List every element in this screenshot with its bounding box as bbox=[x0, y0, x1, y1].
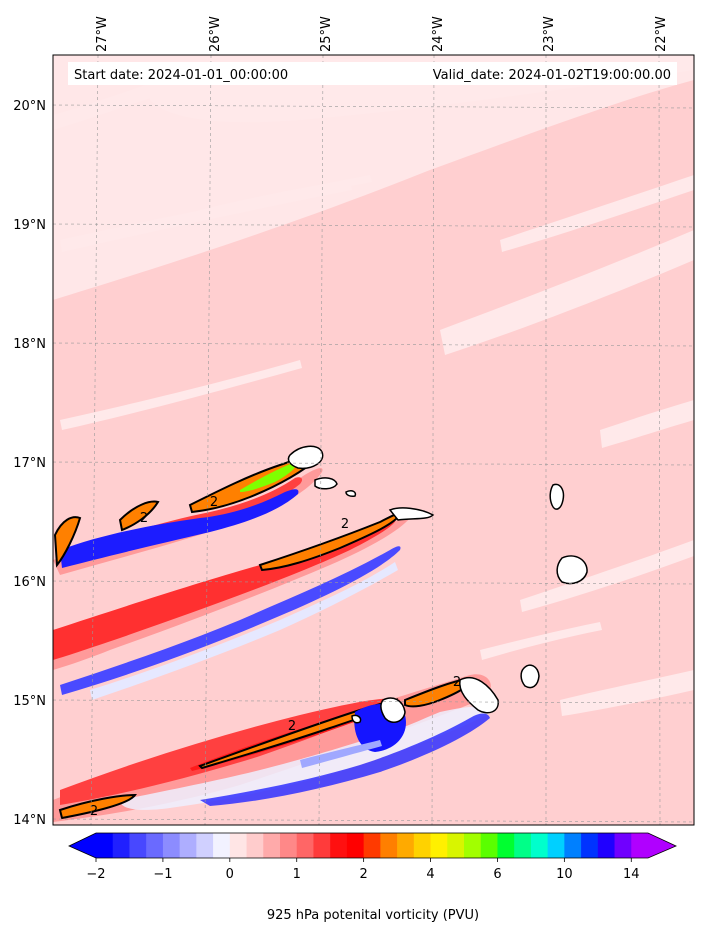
colorbar-segment bbox=[514, 833, 532, 858]
island-sao-vicente bbox=[314, 477, 338, 490]
island-santa-luzia bbox=[345, 490, 357, 497]
colorbar-segment bbox=[480, 833, 499, 858]
lat-label-18n: 18°N bbox=[13, 337, 46, 352]
lat-label-20n: 20°N bbox=[13, 99, 46, 114]
colorbar-outline bbox=[68, 832, 677, 859]
colorbar-tick-label: 1 bbox=[293, 867, 301, 882]
colorbar-segment bbox=[162, 833, 181, 858]
longitude-labels: 27°W 26°W 25°W 24°W 23°W 22°W bbox=[95, 16, 669, 52]
colorbar-segment bbox=[581, 833, 599, 858]
lat-label-19n: 19°N bbox=[13, 218, 46, 233]
colorbar-tick-label: 2 bbox=[359, 867, 367, 882]
island-sao-nicolau bbox=[388, 507, 435, 521]
contour-label-2: 2 bbox=[140, 511, 148, 526]
lon-label-27w: 27°W bbox=[95, 16, 110, 52]
colorbar-segment bbox=[280, 833, 298, 858]
colorbar-segment bbox=[346, 833, 365, 858]
colorbar-tick-label: 0 bbox=[226, 867, 234, 882]
gridlines bbox=[53, 55, 694, 825]
pv-band-central bbox=[53, 513, 410, 700]
colorbar-segment bbox=[146, 833, 164, 858]
valid-date-label: Valid_date: 2024-01-02T19:00:00.00 bbox=[433, 68, 671, 83]
colorbar-segment bbox=[397, 833, 415, 858]
pv-band-north bbox=[53, 454, 323, 575]
colorbar-segment bbox=[263, 833, 281, 858]
latitude-labels: 20°N 19°N 18°N 17°N 16°N 15°N 14°N bbox=[13, 99, 46, 828]
contour-labels: 2 2 2 2 2 2 bbox=[90, 495, 461, 819]
start-date-label: Start date: 2024-01-01_00:00:00 bbox=[74, 68, 288, 83]
lon-label-22w: 22°W bbox=[654, 16, 669, 52]
contour-label-2: 2 bbox=[341, 517, 349, 532]
contour-label-2: 2 bbox=[453, 675, 461, 690]
contour-label-2: 2 bbox=[288, 719, 296, 734]
colorbar-segment bbox=[464, 833, 482, 858]
colorbar-segment bbox=[229, 833, 248, 858]
island-maio bbox=[520, 664, 540, 689]
island-santo-antao bbox=[287, 445, 324, 470]
colorbar-segment bbox=[547, 833, 565, 858]
colorbar-segment bbox=[430, 833, 448, 858]
colorbar-segment bbox=[380, 833, 398, 858]
colorbar-segment bbox=[179, 833, 197, 858]
island-santiago bbox=[459, 677, 499, 714]
colorbar-segments bbox=[96, 833, 649, 858]
lon-label-26w: 26°W bbox=[208, 16, 223, 52]
colorbar-tick-label: 14 bbox=[623, 867, 640, 882]
colorbar-segment bbox=[497, 833, 515, 858]
colorbar-tick-label: −1 bbox=[153, 867, 172, 882]
contour-label-2: 2 bbox=[210, 495, 218, 510]
lat-label-14n: 14°N bbox=[13, 813, 46, 828]
island-sal bbox=[549, 483, 565, 510]
island-fogo bbox=[380, 697, 406, 723]
colorbar-segment bbox=[330, 833, 348, 858]
lat-label-16n: 16°N bbox=[13, 575, 46, 590]
islands bbox=[287, 445, 588, 724]
colorbar-segment bbox=[530, 833, 549, 858]
colorbar-segment bbox=[246, 833, 264, 858]
lon-label-24w: 24°W bbox=[431, 16, 446, 52]
colorbar-segment bbox=[597, 833, 616, 858]
lon-label-25w: 25°W bbox=[319, 16, 334, 52]
colorbar-segment bbox=[363, 833, 381, 858]
pv-field: 2 2 2 2 2 2 Start date: 2024-01-01_00:00… bbox=[53, 55, 694, 825]
colorbar: −2 −1 0 1 2 4 6 10 14 925 hPa potenital vorticit… bbox=[68, 832, 677, 923]
colorbar-tick-label: 4 bbox=[426, 867, 434, 882]
colorbar-ticks: −2 −1 0 1 2 4 6 10 14 bbox=[86, 858, 640, 882]
colorbar-segment bbox=[296, 833, 315, 858]
lon-label-23w: 23°W bbox=[542, 16, 557, 52]
colorbar-tick-label: 6 bbox=[493, 867, 501, 882]
island-brava bbox=[351, 714, 362, 724]
colorbar-tick-label: 10 bbox=[556, 867, 573, 882]
colorbar-tick-label: −2 bbox=[86, 867, 105, 882]
colorbar-segment bbox=[196, 833, 214, 858]
colorbar-segment bbox=[96, 833, 114, 858]
colorbar-segment bbox=[213, 833, 231, 858]
contour-label-2: 2 bbox=[90, 804, 98, 819]
date-header-box bbox=[68, 62, 677, 85]
colorbar-segment bbox=[447, 833, 465, 858]
colorbar-segment bbox=[112, 833, 131, 858]
map-frame bbox=[52, 54, 695, 826]
colorbar-over-arrow bbox=[648, 833, 676, 858]
colorbar-segment bbox=[313, 833, 331, 858]
lat-label-15n: 15°N bbox=[13, 694, 46, 709]
colorbar-title: 925 hPa potenital vorticity (PVU) bbox=[267, 908, 479, 923]
colorbar-segment bbox=[631, 833, 649, 858]
colorbar-under-arrow bbox=[69, 833, 96, 858]
island-boa-vista bbox=[556, 555, 588, 585]
colorbar-segment bbox=[413, 833, 432, 858]
colorbar-segment bbox=[614, 833, 632, 858]
colorbar-segment bbox=[129, 833, 147, 858]
colorbar-segment bbox=[564, 833, 582, 858]
lat-label-17n: 17°N bbox=[13, 456, 46, 471]
